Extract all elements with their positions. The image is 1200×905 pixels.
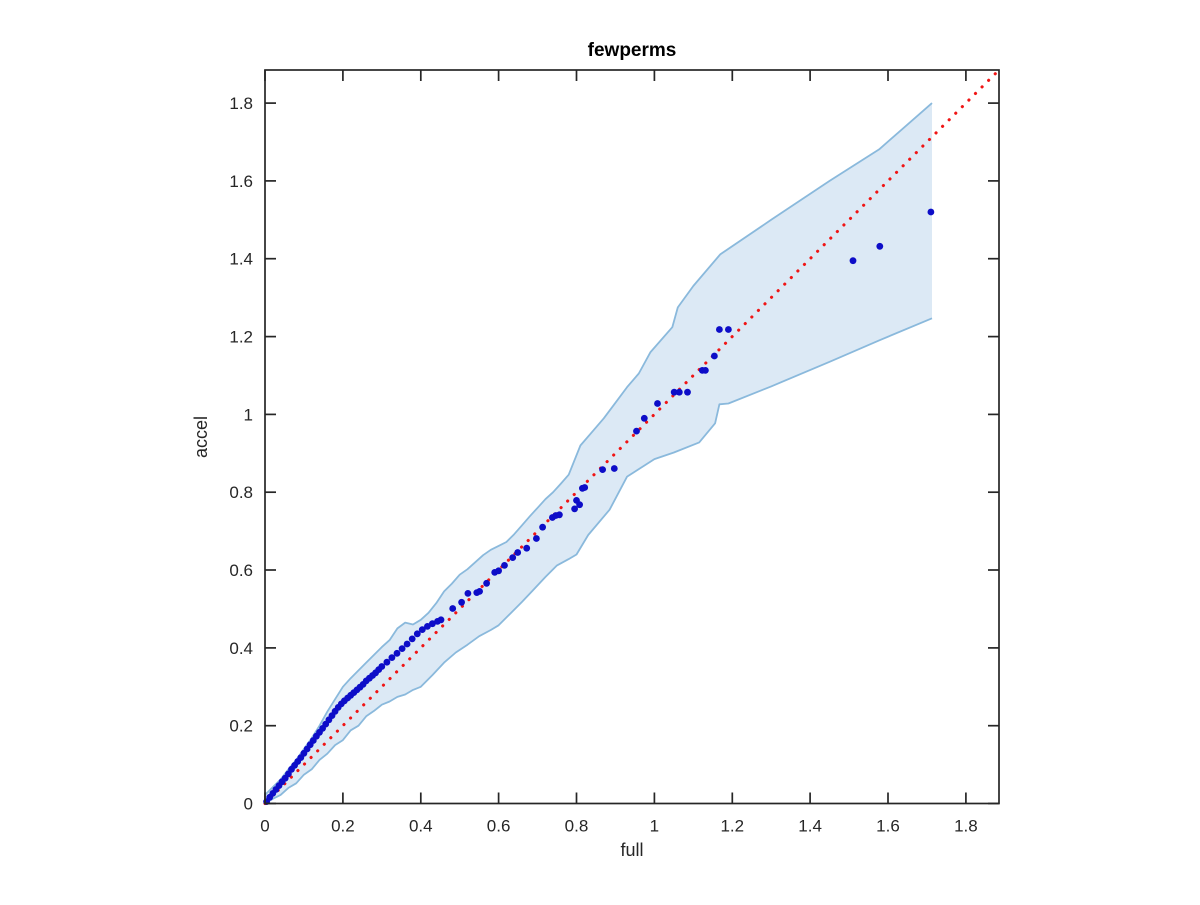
axes-frame-layer bbox=[264, 69, 1000, 805]
scatter-point bbox=[725, 326, 732, 333]
scatter-point bbox=[501, 562, 508, 569]
x-tick-label: 1 bbox=[650, 817, 659, 836]
x-tick-label: 1.6 bbox=[876, 817, 900, 836]
scatter-point bbox=[556, 511, 563, 519]
y-tick-label: 1.4 bbox=[229, 250, 253, 269]
scatter-point bbox=[408, 635, 416, 643]
scatter-point bbox=[716, 326, 723, 333]
scatter-point bbox=[388, 654, 396, 661]
y-tick-label: 0.2 bbox=[229, 717, 253, 736]
scatter-point bbox=[576, 501, 583, 509]
scatter-point bbox=[429, 620, 436, 628]
scatter-point bbox=[533, 535, 540, 542]
scatter-point bbox=[876, 242, 884, 250]
scatter-point bbox=[523, 544, 531, 552]
scatter-point bbox=[413, 630, 421, 638]
x-tick-label: 0.4 bbox=[409, 817, 433, 836]
identity-line-layer bbox=[263, 68, 1001, 806]
scatter-point bbox=[509, 554, 517, 561]
y-tick-label: 0.6 bbox=[229, 561, 253, 580]
axes-frame bbox=[264, 69, 1000, 805]
scatter-point bbox=[449, 605, 457, 612]
y-axis-label: accel bbox=[191, 416, 211, 458]
scatter-point bbox=[476, 588, 483, 595]
scatter-point bbox=[599, 466, 606, 473]
x-tick-label: 0.8 bbox=[565, 817, 589, 836]
scatter-point bbox=[514, 549, 522, 556]
y-tick-label: 1.6 bbox=[229, 172, 253, 191]
scatter-point bbox=[640, 414, 648, 422]
confidence-band-layer bbox=[264, 102, 933, 805]
scatter-point bbox=[670, 388, 678, 396]
scatter-point bbox=[393, 649, 401, 657]
x-axis-label: full bbox=[620, 840, 643, 860]
y-tick-label: 0.8 bbox=[229, 483, 253, 502]
scatter-point bbox=[711, 352, 718, 360]
scatter-point bbox=[464, 590, 472, 597]
scatter-point bbox=[675, 388, 683, 396]
x-tick-label: 1.4 bbox=[798, 817, 822, 836]
scatter-point bbox=[610, 465, 618, 472]
scatter-point bbox=[424, 623, 431, 630]
scatter-point bbox=[383, 658, 391, 666]
scatter-point bbox=[927, 208, 935, 216]
confidence-band-lower-edge bbox=[264, 317, 933, 805]
scatter-point bbox=[403, 640, 411, 648]
scatter-point bbox=[378, 663, 386, 670]
scatter-point bbox=[571, 505, 578, 513]
x-tick-label: 0 bbox=[260, 817, 269, 836]
confidence-band-upper-edge bbox=[264, 102, 933, 796]
scatter-point bbox=[418, 626, 426, 633]
y-tick-label: 0 bbox=[244, 794, 253, 813]
y-tick-label: 0.4 bbox=[229, 639, 253, 658]
y-tick-label: 1 bbox=[244, 405, 253, 424]
scatter-point bbox=[539, 523, 546, 531]
scatter-point bbox=[849, 257, 857, 265]
scatter-point bbox=[398, 645, 406, 652]
x-tick-label: 0.2 bbox=[331, 817, 355, 836]
chart-title: fewperms bbox=[588, 40, 677, 61]
scatter-point bbox=[633, 427, 640, 435]
x-tick-label: 0.6 bbox=[487, 817, 511, 836]
x-tick-label: 1.8 bbox=[954, 817, 978, 836]
tick-label-layer: 0 0.2 0.4 0.6 0.8 1 1.2 1.4 1.6 1.8 0 0.2 0.4 0.6 0.8 1… bbox=[229, 94, 977, 835]
identity-reference-line bbox=[263, 68, 1001, 806]
scatter-point bbox=[458, 598, 465, 606]
scatter-point bbox=[483, 579, 490, 587]
scatter-point bbox=[495, 567, 502, 575]
scatter-point bbox=[654, 400, 661, 407]
scatter-layer bbox=[263, 208, 935, 805]
scatter-point bbox=[437, 616, 445, 624]
scatter-point bbox=[684, 388, 691, 396]
x-tick-label: 1.2 bbox=[720, 817, 744, 836]
y-tick-label: 1.2 bbox=[229, 328, 253, 347]
confidence-band-fill bbox=[265, 103, 932, 804]
scatter-point bbox=[581, 484, 589, 491]
y-tick-label: 1.8 bbox=[229, 94, 253, 113]
scatter-point bbox=[702, 367, 709, 374]
